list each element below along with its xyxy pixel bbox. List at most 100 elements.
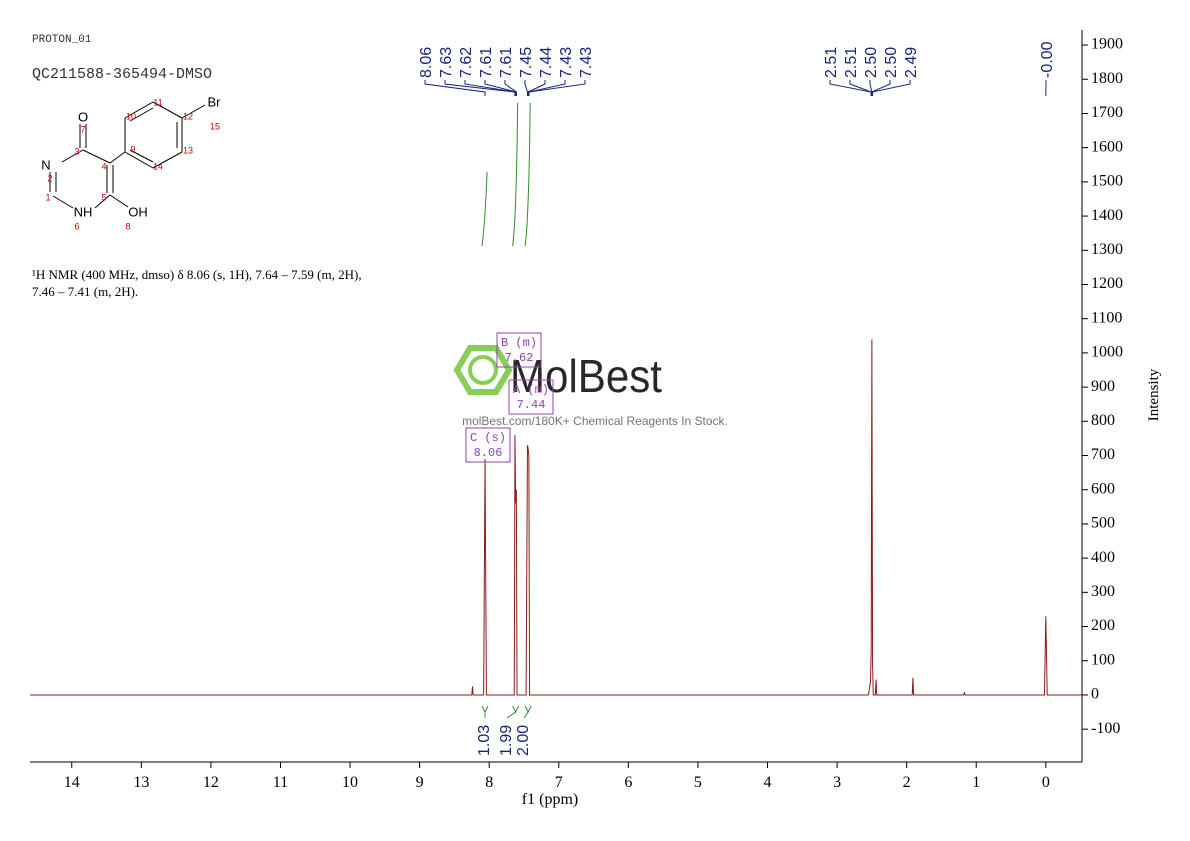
peak-label: 7.43: [578, 47, 595, 78]
multiplet-name: C (s): [470, 431, 506, 445]
multiplet-shift: 7.62: [505, 351, 534, 365]
watermark: MolBest molBest.com/180K+ Chemical Reage…: [453, 345, 728, 428]
multiplet-name: B (m): [501, 336, 537, 350]
atom-label: 10: [126, 111, 136, 121]
spectrum-line: [30, 339, 1082, 696]
y-tick-label: 1500: [1091, 173, 1123, 190]
x-axis-label: f1 (ppm): [522, 791, 578, 808]
x-tick-label: 10: [342, 774, 358, 791]
peak-leader: [872, 80, 911, 96]
y-tick-label: 300: [1091, 583, 1115, 600]
y-tick-label: 1100: [1091, 309, 1122, 326]
integral-label: 2.00: [515, 725, 532, 756]
atom-label: 14: [153, 161, 163, 171]
atom-label: 11: [153, 97, 162, 107]
y-tick-label: 0: [1091, 686, 1099, 703]
x-tick-label: 12: [203, 774, 219, 791]
x-tick-label: 9: [416, 774, 424, 791]
integral-label: 1.99: [498, 725, 515, 756]
peak-label: 7.63: [438, 47, 455, 78]
description-line: ¹H NMR (400 MHz, dmso) δ 8.06 (s, 1H), 7…: [32, 267, 362, 282]
structure-bonds: [49, 101, 206, 209]
watermark-logo-mark: [453, 345, 513, 395]
multiplet-box: [496, 332, 542, 368]
atom-label: Br: [208, 94, 222, 109]
peak-label: 2.49: [903, 47, 920, 78]
atom-label: 2: [47, 173, 52, 183]
watermark-logo-mark: [468, 355, 498, 385]
integral-curve: [524, 102, 531, 247]
x-tick-label: 5: [694, 774, 702, 791]
x-tick-label: 3: [833, 774, 841, 791]
peak-leader: [849, 80, 872, 96]
atom-label: 3: [74, 146, 79, 156]
atom-label: 7: [80, 124, 85, 134]
y-tick-label: 500: [1091, 515, 1115, 532]
peak-leader: [504, 80, 517, 96]
y-tick-label: 400: [1091, 549, 1115, 566]
multiplet-box: [465, 427, 511, 463]
y-tick-label: 700: [1091, 446, 1115, 463]
peak-leader: [527, 80, 546, 96]
y-axis-label: Intensity: [1146, 368, 1162, 421]
structure: O7 3 N2 1 NH 6 5 OH 8 4 9 10 11 12 13 14 15 Br: [41, 94, 221, 231]
peak-label: 7.45: [518, 47, 535, 78]
integral-curve: [512, 102, 519, 247]
watermark-logo: MolBest: [510, 350, 662, 402]
peak-label: 7.44: [538, 47, 555, 78]
peak-label: 2.50: [863, 47, 880, 78]
x-tick-label: 11: [273, 774, 288, 791]
sample-name: QC211588-365494-DMSO: [32, 66, 212, 83]
peak-leader: [524, 80, 528, 96]
multiplet-shift: 8.06: [474, 446, 503, 460]
peak-leader: [528, 80, 586, 96]
y-tick-label: 1700: [1091, 104, 1123, 121]
x-tick-label: 7: [555, 774, 563, 791]
integral-bracket: [523, 705, 532, 719]
peak-label: -0.00: [1039, 41, 1056, 78]
x-tick-label: 14: [64, 774, 80, 791]
peak-label: 7.62: [458, 47, 475, 78]
peak-label: 7.61: [478, 47, 495, 78]
y-tick-label: 1300: [1091, 241, 1123, 258]
x-tick-label: 2: [903, 774, 911, 791]
peak-label: 7.61: [498, 47, 515, 78]
atom-label: N: [41, 157, 50, 172]
peak-leader: [424, 80, 486, 96]
atom-label: 9: [130, 144, 135, 154]
atom-label: 6: [74, 221, 79, 231]
multiplet-shift: 7.44: [517, 398, 546, 412]
peak-leader: [444, 80, 516, 96]
x-tick-label: 8: [485, 774, 493, 791]
peak-leader: [871, 80, 891, 96]
y-tick-label: 1000: [1091, 344, 1123, 361]
y-tick-label: 1400: [1091, 207, 1123, 224]
integral-bracket: [506, 705, 520, 719]
atom-label: 1: [45, 192, 50, 202]
description-line: 7.46 – 7.41 (m, 2H).: [32, 284, 138, 299]
y-tick-label: 100: [1091, 651, 1115, 668]
multiplet-box: [508, 379, 554, 415]
x-tick-label: 0: [1042, 774, 1050, 791]
y-tick-label: 1900: [1091, 36, 1123, 53]
peak-label: 2.51: [823, 47, 840, 78]
peak-label: 8.06: [418, 47, 435, 78]
y-tick-label: 600: [1091, 480, 1115, 497]
multiplet-name: A (m): [513, 383, 549, 397]
y-tick-label: 1200: [1091, 275, 1123, 292]
integral-label: 1.03: [476, 725, 493, 756]
integral-bracket: [481, 705, 489, 719]
peak-label: 2.50: [883, 47, 900, 78]
y-tick-label: 200: [1091, 617, 1115, 634]
atom-label: 4: [101, 161, 106, 171]
peak-label: 7.43: [558, 47, 575, 78]
atom-label: O: [78, 109, 88, 124]
peak-label: 2.51: [843, 47, 860, 78]
atom-label: 5: [101, 192, 106, 202]
peak-leader: [464, 80, 517, 96]
atom-label: NH: [74, 204, 93, 219]
y-tick-label: 1600: [1091, 138, 1123, 155]
atom-label: 12: [183, 111, 193, 121]
